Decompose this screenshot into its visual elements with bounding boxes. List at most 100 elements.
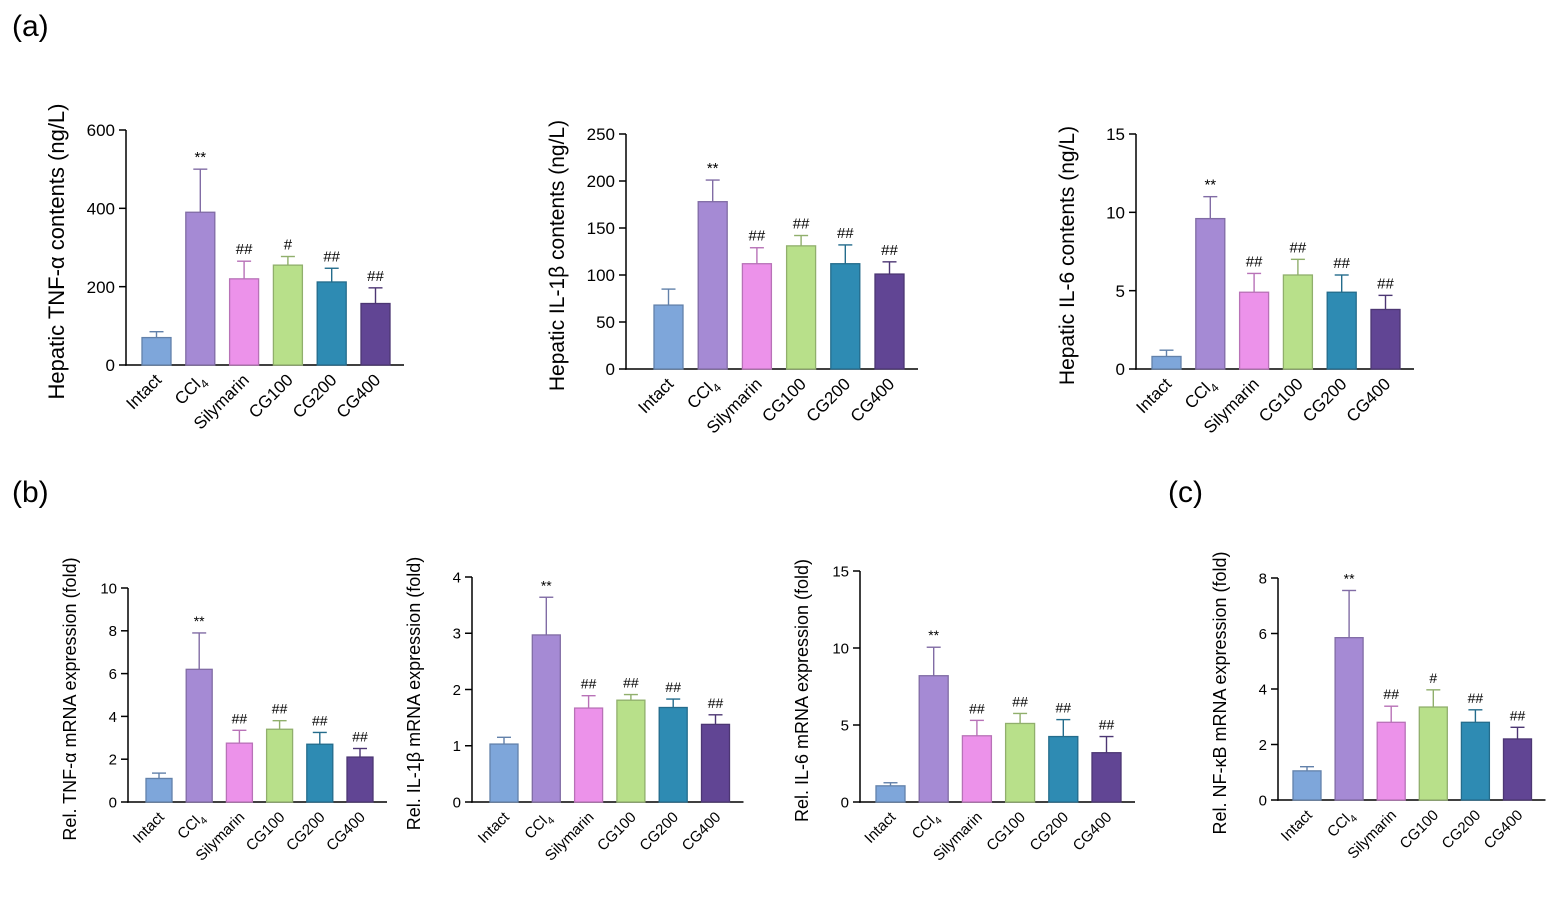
significance-label: ** — [707, 160, 719, 177]
y-tick-label: 150 — [587, 219, 615, 238]
y-tick-label: 15 — [1106, 125, 1125, 144]
y-tick-label: 10 — [1106, 203, 1125, 222]
y-tick-label: 10 — [832, 640, 849, 657]
y-tick-label: 200 — [587, 172, 615, 191]
bar-cg200 — [1460, 721, 1491, 801]
y-axis-title: Rel. NF-κB mRNA expression (fold) — [1210, 551, 1230, 834]
x-tick-label: CG100 — [594, 809, 640, 855]
x-tick-label: CCl4 — [521, 809, 557, 845]
bar-ccl4 — [1334, 637, 1364, 801]
bar-intact — [1151, 355, 1182, 370]
y-tick-label: 2 — [1259, 737, 1267, 754]
x-tick-label: CG100 — [983, 809, 1029, 855]
y-axis-title: Hepatic IL-1β contents (ng/L) — [546, 120, 569, 391]
significance-label: ## — [969, 700, 985, 716]
y-tick-label: 6 — [1259, 626, 1267, 643]
y-tick-label: 0 — [106, 356, 115, 375]
x-tick-label: CG200 — [636, 809, 682, 855]
y-tick-label: 400 — [87, 199, 115, 218]
chart-il-1beta-mrna: 0 1 2 3 4 Rel. IL-1β mRNA expression (fold) In… — [404, 557, 744, 864]
y-tick-label: 15 — [832, 563, 849, 580]
significance-label: ## — [236, 241, 253, 258]
significance-label: ** — [1204, 177, 1216, 194]
y-axis-title: Hepatic IL-6 contents (ng/L) — [1056, 126, 1079, 385]
bar-silymarin — [1376, 721, 1406, 801]
bar-cg200 — [830, 263, 861, 370]
bar-cg400 — [1091, 752, 1122, 803]
significance-label: ## — [312, 712, 328, 728]
x-tick-label: CG400 — [1481, 807, 1527, 853]
bar-intact — [141, 336, 172, 366]
bar-intact — [145, 777, 173, 803]
significance-label: ## — [881, 242, 898, 259]
significance-label: ## — [1246, 253, 1263, 270]
bar-cg200 — [306, 743, 334, 803]
significance-label: ## — [837, 225, 854, 242]
significance-label: ** — [1344, 570, 1355, 586]
chart-nfkb-mrna: 0 2 4 6 8 Rel. NF-κB mRNA expression (fold) In… — [1210, 551, 1546, 862]
bar-cg100 — [272, 264, 304, 366]
significance-label: # — [1429, 670, 1437, 686]
y-tick-label: 0 — [1259, 792, 1267, 809]
x-tick-label: CG200 — [1439, 807, 1485, 853]
bar-cg100 — [785, 245, 817, 370]
y-tick-label: 8 — [1259, 570, 1267, 587]
significance-label: ## — [323, 248, 340, 265]
x-tick-label: CG400 — [847, 374, 899, 426]
bar-intact — [489, 743, 519, 803]
x-tick-label: Intact — [1132, 374, 1175, 417]
x-tick-label: CG200 — [289, 370, 341, 422]
y-axis-title: Hepatic TNF-α contents (ng/L) — [44, 104, 69, 400]
bar-silymarin — [961, 735, 993, 803]
bar-silymarin — [741, 263, 773, 370]
significance-label: ## — [1468, 690, 1484, 706]
bar-cg200 — [658, 706, 688, 803]
y-tick-label: 250 — [587, 125, 615, 144]
x-tick-label: Intact — [130, 808, 169, 847]
bar-cg400 — [1502, 738, 1533, 801]
bar-cg100 — [1282, 274, 1314, 370]
significance-label: ## — [232, 710, 248, 726]
significance-label: ** — [541, 577, 552, 593]
panel-label-a: (a) — [12, 10, 49, 43]
x-tick-label: CG200 — [803, 374, 855, 426]
x-tick-label: CG400 — [323, 809, 369, 855]
x-tick-label: CG200 — [1026, 809, 1072, 855]
bar-cg400 — [346, 756, 374, 803]
y-tick-label: 2 — [453, 682, 461, 699]
y-tick-label: 3 — [453, 626, 461, 643]
bar-cg400 — [1370, 308, 1401, 370]
significance-label: ## — [793, 216, 810, 233]
y-axis-title: Rel. IL-6 mRNA expression (fold) — [792, 559, 812, 822]
y-tick-label: 100 — [587, 266, 615, 285]
bar-ccl4 — [697, 201, 728, 370]
x-tick-label: CG100 — [245, 370, 297, 422]
bar-ccl4 — [185, 211, 216, 366]
chart-il-6-mrna: 0 5 10 15 Rel. IL-6 mRNA expression (fold) In… — [792, 559, 1135, 864]
x-tick-label: CG100 — [1255, 374, 1307, 426]
x-tick-label: CG400 — [1343, 374, 1395, 426]
x-tick-label: CCl4 — [909, 809, 945, 845]
chart-il-6-content: 0 5 10 15 Hepatic IL-6 contents (ng/L) Intact… — [1056, 125, 1414, 437]
y-tick-label: 8 — [109, 623, 117, 640]
bar-ccl4 — [185, 668, 213, 803]
chart-tnf-alpha-mrna: 0 2 4 6 8 10 Rel. TNF-α mRNA expression (fold)… — [60, 557, 387, 864]
significance-label: ## — [1099, 717, 1115, 733]
significance-label: ## — [665, 679, 681, 695]
chart-tnf-alpha-content: 0 200 400 600 Hepatic TNF-α contents (ng/L) I… — [44, 104, 404, 433]
significance-label: ## — [708, 695, 724, 711]
bar-ccl4 — [531, 634, 561, 803]
significance-label: # — [284, 237, 293, 254]
bar-intact — [1292, 770, 1322, 801]
bar-ccl4 — [1195, 217, 1226, 370]
bar-cg100 — [1418, 706, 1448, 801]
x-tick-label: CG100 — [1396, 807, 1442, 853]
x-tick-label: CG200 — [283, 809, 329, 855]
significance-label: ## — [367, 268, 384, 285]
y-tick-label: 4 — [453, 569, 461, 586]
bar-cg200 — [1048, 735, 1079, 803]
significance-label: ## — [623, 675, 639, 691]
significance-label: ** — [194, 613, 205, 629]
y-tick-label: 0 — [453, 794, 461, 811]
y-axis-title: Rel. IL-1β mRNA expression (fold) — [404, 557, 424, 830]
